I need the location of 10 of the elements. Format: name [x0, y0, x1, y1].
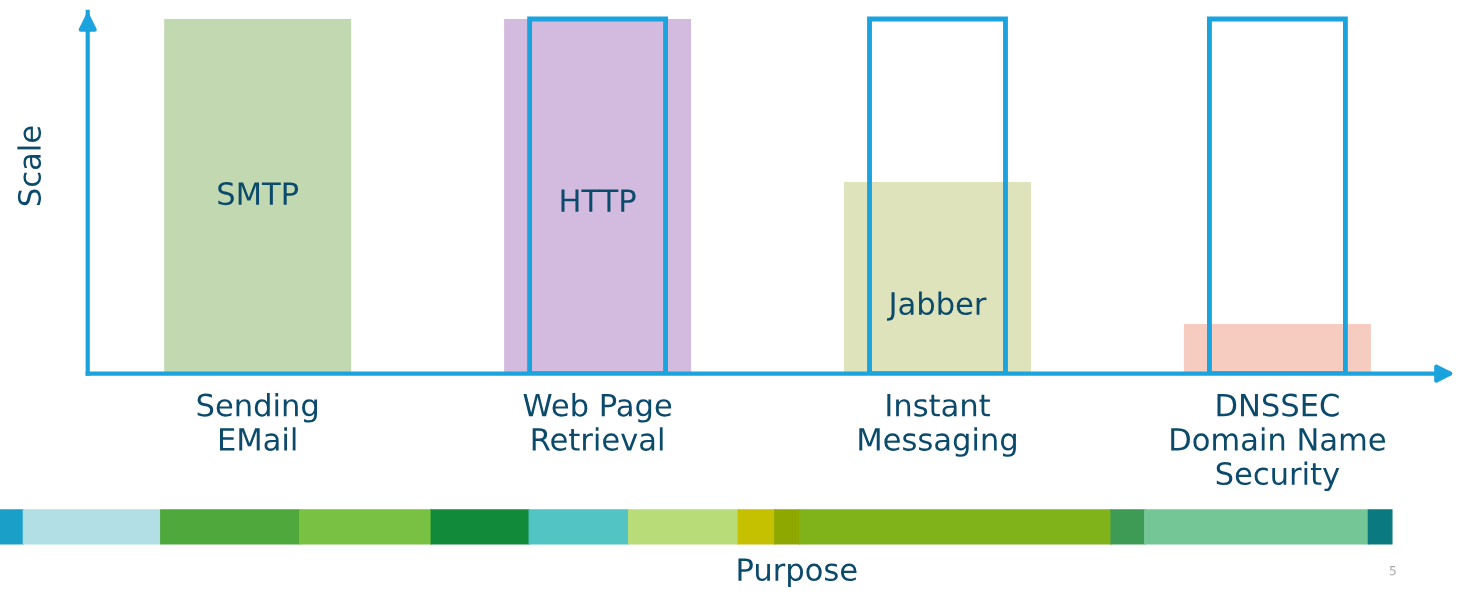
annotation: HTTP [561, 189, 636, 212]
y-axis-title: Scale [17, 126, 42, 206]
text: 5 [1389, 566, 1396, 576]
x-axis-title: Purpose [738, 558, 857, 588]
annotation: SMTP [218, 182, 299, 206]
x-tick-label: Web Page Retrieval [523, 393, 672, 451]
x-tick-label: DNSSEC Domain Name Security [1171, 393, 1386, 492]
x-tick-label: Instant Messaging [859, 393, 1016, 457]
annotation: Jabber [886, 291, 987, 321]
x-tick-label: Sending EMail [197, 393, 317, 451]
